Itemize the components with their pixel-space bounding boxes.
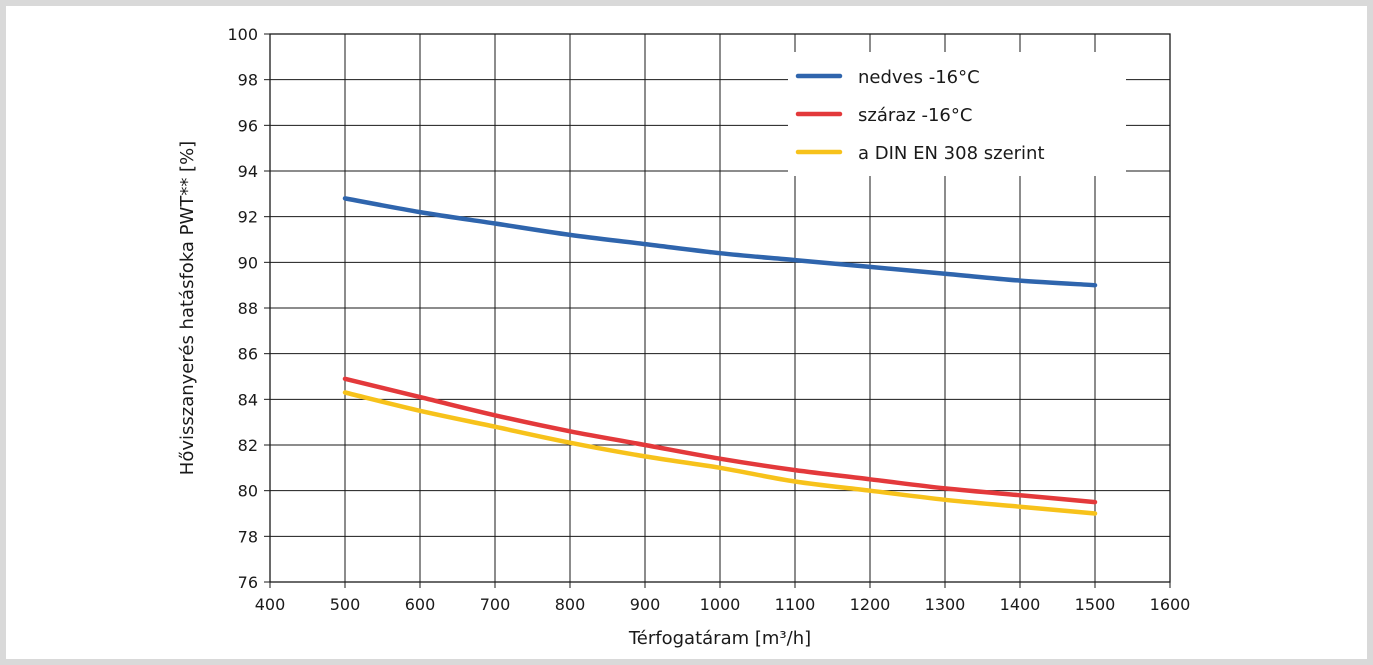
- x-tick-label: 600: [405, 595, 436, 614]
- chart-panel: 400 500 600 700 800 900 1000 1100 1200 1300 1400 15…: [6, 6, 1367, 659]
- legend-label: a DIN EN 308 szerint: [858, 143, 1045, 164]
- legend-label: száraz -16°C: [858, 105, 972, 126]
- legend-label: nedves -16°C: [858, 67, 980, 88]
- x-axis-title: Térfogatáram [m³/h]: [628, 628, 811, 649]
- x-tick-label: 1100: [775, 595, 816, 614]
- x-tick-label: 900: [630, 595, 661, 614]
- legend: nedves -16°C száraz -16°C a DIN EN 308 sze…: [788, 52, 1126, 176]
- y-tick-label: 78: [238, 527, 258, 546]
- x-tick-label: 700: [480, 595, 511, 614]
- y-tick-label: 84: [238, 390, 258, 409]
- x-tick-label: 800: [555, 595, 586, 614]
- y-tick-label: 100: [227, 25, 258, 44]
- y-tick-label: 96: [238, 116, 258, 135]
- y-tick-label: 92: [238, 208, 258, 227]
- y-tick-label: 80: [238, 482, 258, 501]
- x-tick-label: 400: [255, 595, 286, 614]
- y-tick-label: 98: [238, 71, 258, 90]
- x-tick-label: 1400: [1000, 595, 1041, 614]
- series-line-2: [342, 376, 1098, 505]
- y-tick-label: 76: [238, 573, 258, 592]
- series-lines: [342, 196, 1098, 516]
- x-tick-label: 1300: [925, 595, 966, 614]
- y-tick-label: 82: [238, 436, 258, 455]
- series-line-1: [342, 196, 1098, 288]
- x-tick-label: 1600: [1150, 595, 1191, 614]
- series-line-3: [342, 390, 1098, 516]
- x-tick-label: 1000: [700, 595, 741, 614]
- legend-box: [788, 52, 1126, 176]
- axis-tick-labels: 400 500 600 700 800 900 1000 1100 1200 1300 1400 15…: [227, 25, 1190, 614]
- y-tick-label: 90: [238, 253, 258, 272]
- line-chart: 400 500 600 700 800 900 1000 1100 1200 1300 1400 15…: [177, 25, 1190, 649]
- y-tick-label: 86: [238, 345, 258, 364]
- x-tick-label: 1500: [1075, 595, 1116, 614]
- x-tick-label: 500: [330, 595, 361, 614]
- y-axis-title: Hővisszanyerés hatásfoka PWT** [%]: [177, 141, 198, 475]
- y-tick-label: 94: [238, 162, 258, 181]
- x-tick-label: 1200: [850, 595, 891, 614]
- y-tick-label: 88: [238, 299, 258, 318]
